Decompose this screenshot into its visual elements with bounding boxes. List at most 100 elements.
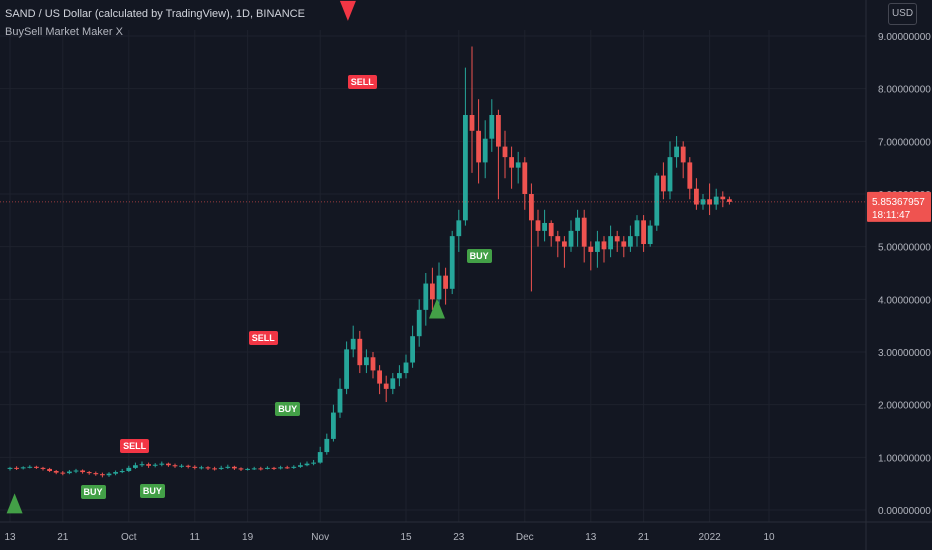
candle-body xyxy=(443,275,448,289)
candle-body xyxy=(430,283,435,300)
candle-body xyxy=(502,146,508,158)
candle-up xyxy=(628,225,633,252)
candle-body xyxy=(80,470,85,473)
candle-body xyxy=(291,466,297,468)
candle-down xyxy=(555,230,561,258)
candle-down xyxy=(172,463,178,468)
candle-down xyxy=(535,209,541,247)
candle-body xyxy=(245,468,250,470)
candle-body xyxy=(383,383,389,389)
candle-down xyxy=(93,471,99,476)
candle-body xyxy=(258,468,264,470)
candle-down xyxy=(496,109,501,200)
candle-up xyxy=(713,188,719,210)
sell-triangle-marker xyxy=(339,0,356,21)
candle-down xyxy=(238,467,244,472)
candle-up xyxy=(113,470,118,476)
candle-body xyxy=(608,236,613,250)
candle-body xyxy=(575,217,580,231)
candle-body xyxy=(238,468,244,470)
buy-triangle-marker xyxy=(6,493,23,514)
candle-down xyxy=(430,267,435,310)
candle-body xyxy=(159,463,165,465)
x-tick-label: 13 xyxy=(4,532,16,543)
sell-signal-tag: SELL xyxy=(347,75,377,90)
candle-down xyxy=(476,99,481,184)
candle-down xyxy=(86,471,92,475)
candle-down xyxy=(641,215,646,252)
y-tick-label: 5.00000000 xyxy=(878,243,931,254)
candle-body xyxy=(595,241,600,252)
indicator-name[interactable]: BuySell Market Maker X xyxy=(5,26,123,38)
candle-down xyxy=(469,46,475,173)
candle-up xyxy=(390,373,396,395)
x-tick-label: 21 xyxy=(57,532,69,543)
x-tick-label: 19 xyxy=(242,532,254,543)
y-tick-label: 8.00000000 xyxy=(878,85,931,96)
candle-up xyxy=(436,262,442,305)
candle-up xyxy=(575,209,580,247)
candle-down xyxy=(370,352,376,379)
candle-down xyxy=(694,178,699,210)
candle-down xyxy=(443,267,448,305)
candle-up xyxy=(298,462,303,468)
candle-up xyxy=(403,354,409,379)
countdown-value: 18:11:47 xyxy=(872,210,911,221)
candle-down xyxy=(185,464,191,469)
candle-up xyxy=(126,465,132,473)
grid-lines xyxy=(0,30,866,522)
candle-up xyxy=(199,465,204,470)
candle-body xyxy=(251,468,257,470)
candle-up xyxy=(119,468,125,474)
candle-up xyxy=(225,464,231,469)
candle-body xyxy=(106,473,112,476)
candle-up xyxy=(106,472,112,477)
candle-body xyxy=(199,467,204,469)
buy-signal-tag: BUY xyxy=(139,483,165,498)
candle-body xyxy=(482,138,488,163)
candle-body xyxy=(7,467,13,469)
candle-up xyxy=(654,172,660,231)
candle-body xyxy=(647,225,653,245)
candle-down xyxy=(60,471,66,476)
candle-body xyxy=(410,336,415,363)
candle-down xyxy=(581,209,587,263)
currency-button[interactable]: USD xyxy=(888,3,917,25)
candle-down xyxy=(601,236,607,263)
candle-up xyxy=(647,220,653,247)
candle-body xyxy=(47,468,52,472)
candle-body xyxy=(641,220,646,245)
candle-down xyxy=(707,183,712,216)
candle-body xyxy=(113,472,118,474)
candle-body xyxy=(350,338,356,350)
y-tick-label: 3.00000000 xyxy=(878,348,931,359)
candle-body xyxy=(152,464,158,466)
candle-body xyxy=(20,467,26,469)
candle-body xyxy=(581,217,587,247)
candle-body xyxy=(667,157,673,192)
candle-up xyxy=(317,446,323,464)
x-tick-label: 23 xyxy=(453,532,465,543)
candle-body xyxy=(449,236,455,289)
candle-up xyxy=(291,465,297,469)
candle-down xyxy=(720,191,726,208)
x-tick-label: 10 xyxy=(763,532,775,543)
candle-down xyxy=(14,466,19,470)
candle-body xyxy=(271,467,277,469)
candle-body xyxy=(93,473,99,475)
candle-body xyxy=(324,438,330,453)
candle-body xyxy=(687,162,693,189)
candle-up xyxy=(139,461,145,467)
candle-body xyxy=(331,412,336,439)
candle-down xyxy=(53,469,59,475)
candle-body xyxy=(423,283,429,310)
candle-body xyxy=(100,474,105,476)
candle-body xyxy=(126,467,132,472)
candle-down xyxy=(357,330,363,374)
candle-body xyxy=(614,236,620,242)
candle-body xyxy=(555,236,561,242)
candle-up xyxy=(674,136,679,168)
candle-up xyxy=(311,459,316,466)
candle-up xyxy=(152,463,158,468)
